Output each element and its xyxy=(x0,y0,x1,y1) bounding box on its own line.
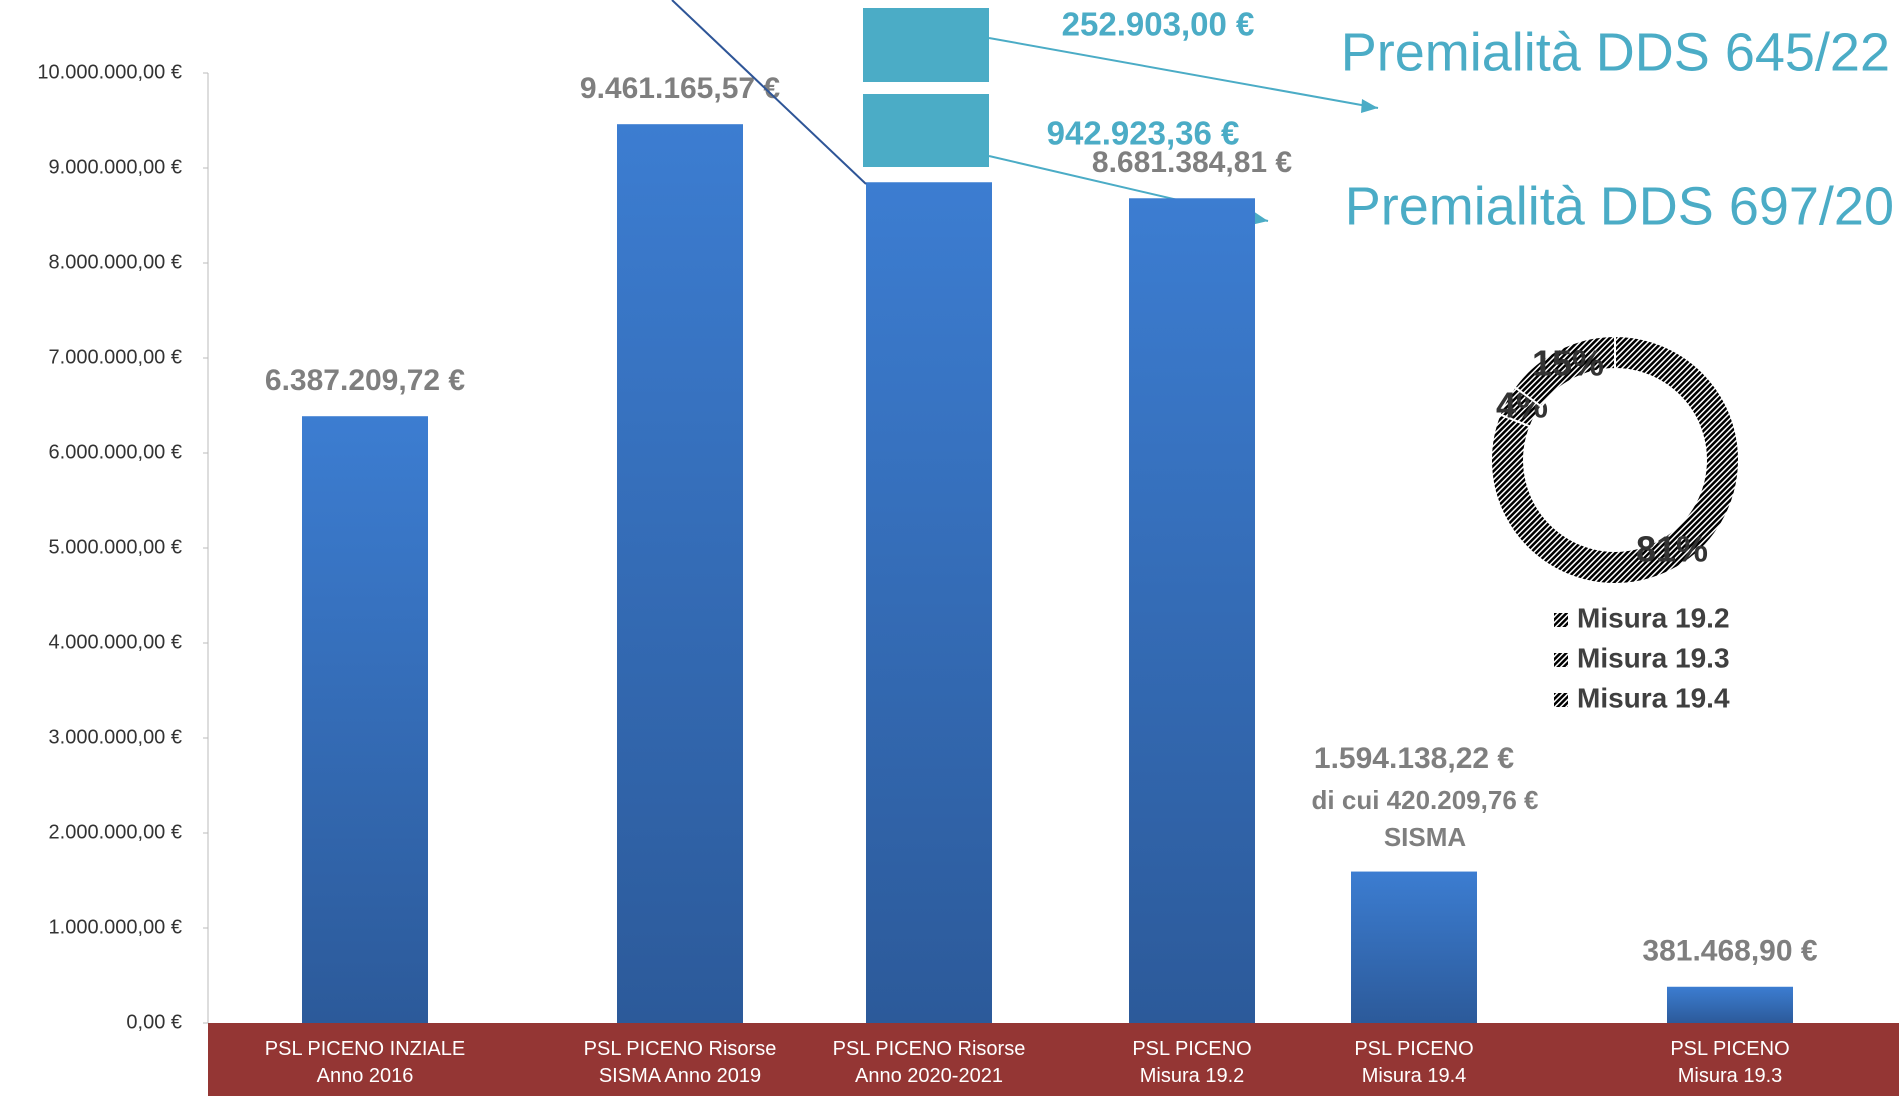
y-tick-label: 4.000.000,00 € xyxy=(49,631,182,653)
y-tick-label: 10.000.000,00 € xyxy=(37,61,182,83)
donut-slice xyxy=(1490,334,1740,585)
x-tick-label: PSL PICENO Misura 19.3 xyxy=(1670,1038,1790,1087)
data-label: 1.594.138,22 € xyxy=(1314,742,1515,775)
data-label: 9.461.165,57 € xyxy=(580,72,781,105)
data-label: 8.681.384,81 € xyxy=(1092,146,1293,179)
bar xyxy=(302,416,428,1023)
premium-title: Premialità DDS 645/22 xyxy=(1341,22,1890,82)
y-tick-label: 5.000.000,00 € xyxy=(49,536,182,558)
premium-amount: 252.903,00 € xyxy=(1062,6,1255,43)
x-tick-label: PSL PICENO Risorse Anno 2020-2021 xyxy=(832,1038,1026,1087)
bar xyxy=(1351,871,1477,1023)
annotation: di cui 420.209,76 € xyxy=(1312,785,1539,815)
data-label: 6.387.209,72 € xyxy=(265,364,466,397)
legend-label: Misura 19.3 xyxy=(1577,642,1730,673)
premium-title: Premialità DDS 697/20 xyxy=(1345,176,1894,236)
annotation: SISMA xyxy=(1384,822,1467,852)
premium-box xyxy=(863,94,989,167)
arrow xyxy=(988,37,1379,109)
pointer xyxy=(671,0,867,185)
y-tick-label: 1.000.000,00 € xyxy=(49,916,182,938)
x-tick-label: PSL PICENO Misura 19.2 xyxy=(1132,1038,1252,1087)
y-tick-label: 3.000.000,00 € xyxy=(49,726,182,748)
bar xyxy=(866,182,992,1023)
y-tick-label: 2.000.000,00 € xyxy=(49,821,182,843)
premium-box xyxy=(863,8,989,82)
bar xyxy=(1667,986,1793,1023)
bar xyxy=(1129,198,1255,1024)
arrow-head xyxy=(1361,99,1378,113)
arrow-head xyxy=(1251,211,1268,225)
x-tick-label: PSL PICENO Misura 19.4 xyxy=(1354,1038,1474,1087)
legend-swatch xyxy=(1554,653,1568,667)
legend-swatch xyxy=(1554,613,1568,627)
x-tick-label: PSL PICENO Risorse SISMA Anno 2019 xyxy=(583,1038,777,1087)
y-tick-label: 7.000.000,00 € xyxy=(49,346,182,368)
data-label: 15% xyxy=(1532,343,1604,384)
data-label: 81% xyxy=(1636,529,1708,570)
premium-amount: 942.923,36 € xyxy=(1047,115,1240,152)
legend-label: Misura 19.4 xyxy=(1577,682,1730,713)
y-tick-label: 8.000.000,00 € xyxy=(49,251,182,273)
legend-swatch xyxy=(1554,693,1568,707)
data-label: 381.468,90 € xyxy=(1642,935,1817,968)
axis-band xyxy=(208,1023,1899,1096)
legend-label: Misura 19.2 xyxy=(1577,602,1730,633)
y-tick-label: 9.000.000,00 € xyxy=(49,156,182,178)
y-tick-label: 6.000.000,00 € xyxy=(49,441,182,463)
bar xyxy=(617,124,743,1023)
y-tick-label: 0,00 € xyxy=(126,1011,182,1033)
x-tick-label: PSL PICENO INZIALE Anno 2016 xyxy=(264,1038,466,1087)
donut-slice xyxy=(1513,334,1616,408)
